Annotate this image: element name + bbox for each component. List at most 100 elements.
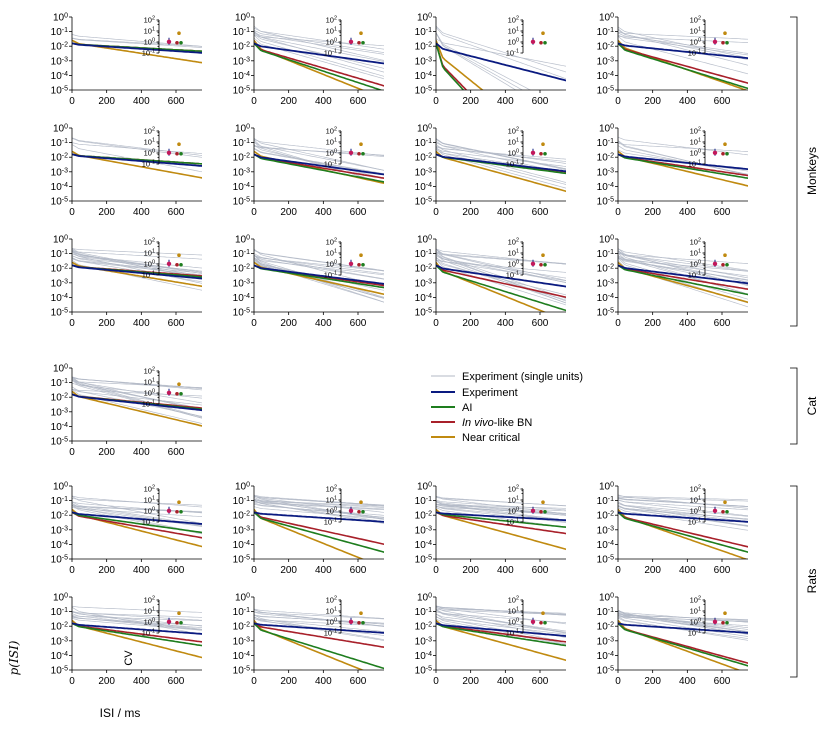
y-tick-label: 100 (53, 123, 68, 135)
inset-tick-label: 102 (326, 127, 337, 136)
single-unit-curve (254, 26, 384, 61)
single-unit-curve (72, 258, 202, 276)
single-unit-curve (436, 32, 517, 90)
inset-tick-label: 101 (326, 138, 337, 147)
single-unit-curve (72, 388, 202, 406)
x-tick-label: 600 (350, 318, 367, 329)
single-unit-curve (436, 505, 566, 523)
panel-r5-c2: 100 10-1 10-2 10-3 10-4 10-50 200 400 600 102 101 1… (415, 592, 566, 687)
single-unit-curve (436, 609, 566, 633)
experiment-curve (436, 42, 566, 82)
single-unit-curve (618, 31, 748, 40)
panel-curves (618, 136, 748, 187)
y-tick-label: 10-5 (597, 307, 614, 319)
single-unit-curve (72, 378, 202, 404)
x-tick-label: 200 (462, 565, 479, 576)
y-tick-label: 10-3 (51, 56, 68, 68)
inset-tick-label: 101 (690, 138, 701, 147)
ai-curve (436, 622, 566, 647)
y-tick-label: 10-4 (51, 421, 68, 433)
inset-cv-bn-marker (721, 509, 725, 514)
y-tick-label: 10-4 (415, 650, 432, 662)
panel-r2-c1: 100 10-1 10-2 10-3 10-4 10-50 200 400 600 102 101 1… (233, 234, 384, 329)
y-tick-label: 10-4 (51, 181, 68, 193)
inset-tick-label: 100 (690, 260, 701, 269)
single-unit-curve (72, 388, 202, 397)
single-unit-curve (436, 252, 566, 304)
inset-cv-ai-marker (725, 151, 729, 156)
x-tick-label: 600 (350, 565, 367, 576)
single-unit-curve (618, 614, 748, 620)
single-unit-curve (436, 248, 566, 265)
inset-tick-label: 102 (508, 596, 519, 605)
inset-tick-label: 10-1 (142, 271, 155, 280)
inset-tick-label: 100 (508, 260, 519, 269)
inset-cv-near-critical-marker (541, 142, 545, 146)
single-unit-curve (72, 257, 202, 274)
single-unit-curve (72, 611, 202, 618)
inset-cv-bn-marker (539, 151, 543, 156)
panel-r1-c2: 100 10-1 10-2 10-3 10-4 10-50 200 400 600 102 101 1… (415, 123, 566, 218)
single-unit-curve (254, 139, 384, 184)
x-tick-label: 0 (433, 565, 439, 576)
single-unit-curve (72, 507, 202, 517)
inset-tick-label: 100 (690, 38, 701, 47)
x-tick-label: 200 (280, 96, 297, 107)
y-tick-label: 10-3 (415, 278, 432, 290)
inset-tick-label: 100 (144, 389, 155, 398)
single-unit-curve (618, 36, 748, 75)
y-tick-label: 10-3 (597, 56, 614, 68)
y-tick-label: 10-3 (51, 167, 68, 179)
x-tick-label: 0 (69, 207, 75, 218)
x-tick-label: 200 (644, 676, 661, 687)
inset-cv-experiment-marker (166, 390, 172, 395)
x-tick-label: 0 (251, 318, 257, 329)
panel-r0-c3: 100 10-1 10-2 10-3 10-4 10-50 200 400 600 102 101 1… (597, 12, 748, 107)
y-tick-label: 10-5 (233, 196, 250, 208)
ai-curve (618, 264, 748, 296)
inset-cv-ai-marker (179, 620, 183, 625)
y-tick-label: 10-1 (415, 249, 432, 261)
inset-cv-near-critical-marker (723, 253, 727, 257)
x-tick-label: 0 (251, 207, 257, 218)
inset-tick-label: 102 (690, 238, 701, 247)
single-unit-curve (254, 144, 384, 179)
inset-cv-ai-marker (179, 262, 183, 267)
x-tick-label: 400 (133, 676, 150, 687)
group-label-cat: Cat (805, 396, 819, 415)
single-unit-curve (254, 608, 384, 619)
x-tick-label: 600 (350, 676, 367, 687)
panel-r5-c0: 100 10-1 10-2 10-3 10-4 10-50 200 400 600 102 101 1… (51, 592, 202, 687)
y-tick-label: 10-5 (51, 196, 68, 208)
inset-cv-ai-marker (179, 40, 183, 45)
y-tick-label: 10-5 (415, 85, 432, 97)
x-tick-label: 0 (69, 318, 75, 329)
inset-cv-near-critical-marker (177, 611, 181, 615)
x-tick-label: 600 (168, 565, 185, 576)
panel-curves (72, 247, 202, 291)
single-unit-curve (436, 503, 566, 509)
y-tick-label: 10-4 (51, 539, 68, 551)
inset-cv-ai-marker (543, 151, 547, 156)
single-unit-curve (72, 137, 202, 156)
bracket-rats (790, 485, 798, 678)
y-tick-label: 10-1 (233, 249, 250, 261)
near-critical-curve (72, 619, 202, 659)
x-tick-label: 200 (462, 207, 479, 218)
x-tick-label: 600 (714, 676, 731, 687)
single-unit-curve (254, 501, 384, 511)
single-unit-curve (618, 257, 748, 272)
inset-tick-label: 100 (144, 618, 155, 627)
single-unit-curve (618, 28, 748, 66)
panel-r4-c2: 100 10-1 10-2 10-3 10-4 10-50 200 400 600 102 101 1… (415, 481, 566, 576)
panel-r0-c2: 100 10-1 10-2 10-3 10-4 10-50 200 400 600 102 101 1… (415, 12, 566, 107)
y-tick-label: 10-4 (415, 292, 432, 304)
inset-cv-bn-marker (539, 620, 543, 625)
x-tick-label: 200 (280, 207, 297, 218)
single-unit-curve (254, 495, 384, 513)
y-tick-label: 100 (53, 363, 68, 375)
inset-cv-ai-marker (179, 391, 183, 396)
single-unit-curve (72, 379, 202, 409)
y-tick-label: 10-5 (415, 554, 432, 566)
